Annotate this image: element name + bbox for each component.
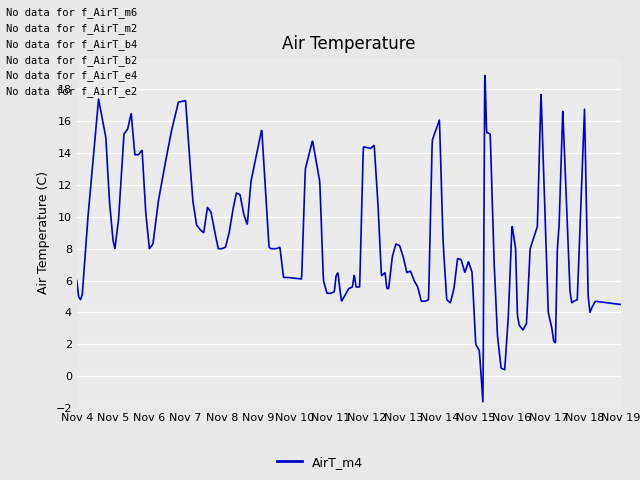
Text: No data for f_AirT_e2: No data for f_AirT_e2: [6, 86, 138, 97]
Legend: AirT_m4: AirT_m4: [272, 451, 368, 474]
Text: No data for f_AirT_e4: No data for f_AirT_e4: [6, 71, 138, 82]
Text: No data for f_AirT_m2: No data for f_AirT_m2: [6, 23, 138, 34]
Text: No data for f_AirT_b2: No data for f_AirT_b2: [6, 55, 138, 66]
Title: Air Temperature: Air Temperature: [282, 35, 415, 53]
Text: No data for f_AirT_b4: No data for f_AirT_b4: [6, 39, 138, 50]
Y-axis label: Air Temperature (C): Air Temperature (C): [37, 171, 50, 294]
Text: No data for f_AirT_m6: No data for f_AirT_m6: [6, 7, 138, 18]
